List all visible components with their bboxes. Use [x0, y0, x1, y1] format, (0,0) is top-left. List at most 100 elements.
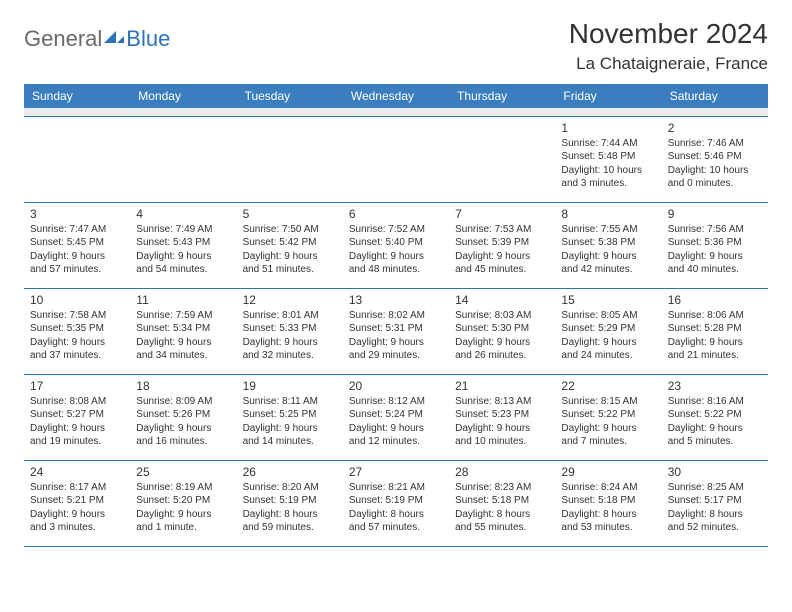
daylight-text: and 42 minutes. [561, 263, 655, 277]
daylight-text: Daylight: 8 hours [349, 508, 443, 522]
calendar-cell [237, 116, 343, 202]
daylight-text: and 1 minute. [136, 521, 230, 535]
weekday-header: Wednesday [343, 84, 449, 108]
calendar-week-row: 3Sunrise: 7:47 AMSunset: 5:45 PM Daylight… [24, 202, 768, 288]
day-number: 17 [30, 378, 124, 394]
sunrise-text: Sunrise: 7:55 AM [561, 223, 655, 237]
daylight-text: Daylight: 9 hours [136, 422, 230, 436]
day-number: 30 [668, 464, 762, 480]
daylight-text: Daylight: 9 hours [30, 336, 124, 350]
daylight-text: and 57 minutes. [30, 263, 124, 277]
calendar-cell: 7Sunrise: 7:53 AMSunset: 5:39 PMDaylight… [449, 202, 555, 288]
daylight-text: Daylight: 9 hours [455, 250, 549, 264]
daylight-text: Daylight: 8 hours [561, 508, 655, 522]
calendar-cell: 4Sunrise: 7:49 AMSunset: 5:43 PMDaylight… [130, 202, 236, 288]
day-number: 7 [455, 206, 549, 222]
logo: General Blue [24, 26, 170, 52]
sunrise-text: Sunrise: 7:53 AM [455, 223, 549, 237]
sunrise-text: Sunrise: 7:52 AM [349, 223, 443, 237]
day-number: 19 [243, 378, 337, 394]
sunset-text: Sunset: 5:39 PM [455, 236, 549, 250]
sunset-text: Sunset: 5:31 PM [349, 322, 443, 336]
sunrise-text: Sunrise: 8:12 AM [349, 395, 443, 409]
calendar-cell: 21Sunrise: 8:13 AMSunset: 5:23 PMDayligh… [449, 374, 555, 460]
daylight-text: Daylight: 9 hours [668, 336, 762, 350]
daylight-text: Daylight: 9 hours [243, 336, 337, 350]
calendar-cell: 24Sunrise: 8:17 AMSunset: 5:21 PMDayligh… [24, 460, 130, 546]
daylight-text: and 7 minutes. [561, 435, 655, 449]
sunrise-text: Sunrise: 8:08 AM [30, 395, 124, 409]
day-number: 15 [561, 292, 655, 308]
sunset-text: Sunset: 5:46 PM [668, 150, 762, 164]
day-number: 6 [349, 206, 443, 222]
daylight-text: Daylight: 9 hours [30, 422, 124, 436]
daylight-text: Daylight: 9 hours [668, 250, 762, 264]
sunset-text: Sunset: 5:35 PM [30, 322, 124, 336]
calendar-cell: 12Sunrise: 8:01 AMSunset: 5:33 PMDayligh… [237, 288, 343, 374]
sunset-text: Sunset: 5:28 PM [668, 322, 762, 336]
header-spacer-row [24, 108, 768, 116]
sunrise-text: Sunrise: 8:11 AM [243, 395, 337, 409]
sunset-text: Sunset: 5:40 PM [349, 236, 443, 250]
weekday-header: Tuesday [237, 84, 343, 108]
daylight-text: and 5 minutes. [668, 435, 762, 449]
sunset-text: Sunset: 5:45 PM [30, 236, 124, 250]
daylight-text: Daylight: 10 hours [561, 164, 655, 178]
sunset-text: Sunset: 5:23 PM [455, 408, 549, 422]
weekday-header: Sunday [24, 84, 130, 108]
calendar-cell: 18Sunrise: 8:09 AMSunset: 5:26 PMDayligh… [130, 374, 236, 460]
daylight-text: Daylight: 9 hours [136, 508, 230, 522]
day-number: 10 [30, 292, 124, 308]
day-number: 2 [668, 120, 762, 136]
daylight-text: and 0 minutes. [668, 177, 762, 191]
daylight-text: Daylight: 9 hours [243, 422, 337, 436]
calendar-cell: 23Sunrise: 8:16 AMSunset: 5:22 PMDayligh… [662, 374, 768, 460]
logo-text-blue: Blue [126, 26, 170, 52]
day-number: 18 [136, 378, 230, 394]
calendar-cell: 15Sunrise: 8:05 AMSunset: 5:29 PMDayligh… [555, 288, 661, 374]
sunrise-text: Sunrise: 7:47 AM [30, 223, 124, 237]
day-number: 12 [243, 292, 337, 308]
day-number: 9 [668, 206, 762, 222]
daylight-text: and 3 minutes. [561, 177, 655, 191]
day-number: 22 [561, 378, 655, 394]
sunrise-text: Sunrise: 7:56 AM [668, 223, 762, 237]
day-number: 3 [30, 206, 124, 222]
daylight-text: Daylight: 9 hours [349, 422, 443, 436]
daylight-text: and 10 minutes. [455, 435, 549, 449]
daylight-text: and 52 minutes. [668, 521, 762, 535]
calendar-cell: 10Sunrise: 7:58 AMSunset: 5:35 PMDayligh… [24, 288, 130, 374]
calendar-cell: 13Sunrise: 8:02 AMSunset: 5:31 PMDayligh… [343, 288, 449, 374]
calendar-cell [343, 116, 449, 202]
daylight-text: and 14 minutes. [243, 435, 337, 449]
day-number: 1 [561, 120, 655, 136]
sunrise-text: Sunrise: 8:03 AM [455, 309, 549, 323]
daylight-text: and 21 minutes. [668, 349, 762, 363]
daylight-text: Daylight: 9 hours [455, 336, 549, 350]
sunrise-text: Sunrise: 7:58 AM [30, 309, 124, 323]
daylight-text: Daylight: 9 hours [243, 250, 337, 264]
calendar-cell: 20Sunrise: 8:12 AMSunset: 5:24 PMDayligh… [343, 374, 449, 460]
sunset-text: Sunset: 5:19 PM [349, 494, 443, 508]
daylight-text: Daylight: 9 hours [668, 422, 762, 436]
sunset-text: Sunset: 5:38 PM [561, 236, 655, 250]
daylight-text: and 19 minutes. [30, 435, 124, 449]
daylight-text: and 16 minutes. [136, 435, 230, 449]
sunset-text: Sunset: 5:26 PM [136, 408, 230, 422]
day-number: 14 [455, 292, 549, 308]
calendar-week-row: 17Sunrise: 8:08 AMSunset: 5:27 PMDayligh… [24, 374, 768, 460]
sunset-text: Sunset: 5:25 PM [243, 408, 337, 422]
calendar-cell: 17Sunrise: 8:08 AMSunset: 5:27 PMDayligh… [24, 374, 130, 460]
sunrise-text: Sunrise: 8:25 AM [668, 481, 762, 495]
calendar-cell: 22Sunrise: 8:15 AMSunset: 5:22 PMDayligh… [555, 374, 661, 460]
sunrise-text: Sunrise: 8:21 AM [349, 481, 443, 495]
daylight-text: and 34 minutes. [136, 349, 230, 363]
daylight-text: and 53 minutes. [561, 521, 655, 535]
day-number: 21 [455, 378, 549, 394]
sunset-text: Sunset: 5:36 PM [668, 236, 762, 250]
sunset-text: Sunset: 5:20 PM [136, 494, 230, 508]
sunset-text: Sunset: 5:30 PM [455, 322, 549, 336]
sunset-text: Sunset: 5:21 PM [30, 494, 124, 508]
daylight-text: and 59 minutes. [243, 521, 337, 535]
sunset-text: Sunset: 5:34 PM [136, 322, 230, 336]
